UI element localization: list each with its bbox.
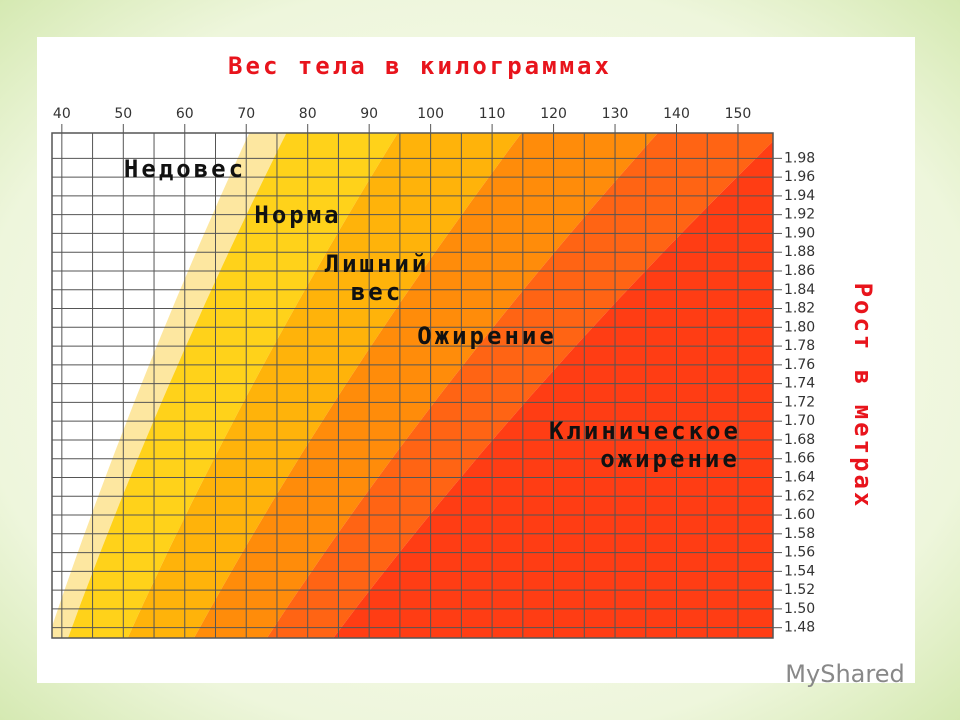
x-tick-label: 60 [176, 106, 194, 122]
zone-label: Лишний [325, 250, 430, 278]
y-tick-label: 1.74 [784, 376, 815, 392]
x-tick-label: 120 [540, 106, 567, 122]
y-tick-label: 1.60 [784, 507, 815, 523]
x-tick-label: 110 [479, 106, 506, 122]
zone [127, 133, 522, 638]
x-tick-label: 50 [114, 106, 132, 122]
x-tick-label: 150 [725, 106, 752, 122]
y-tick-label: 1.54 [784, 563, 815, 579]
zone-label: Ожирение [417, 322, 557, 350]
y-tick-label: 1.84 [784, 282, 815, 298]
y-tick-label: 1.94 [784, 188, 815, 204]
zone [194, 133, 658, 638]
y-tick-label: 1.80 [784, 319, 815, 335]
zone [267, 133, 773, 638]
y-tick-label: 1.88 [784, 244, 815, 260]
y-tick-label: 1.78 [784, 338, 815, 354]
y-tick-label: 1.48 [784, 620, 815, 636]
y-tick-label: 1.50 [784, 601, 815, 617]
y-tick-label: 1.72 [784, 394, 815, 410]
zone [52, 133, 287, 638]
x-tick-label: 90 [360, 106, 378, 122]
x-tick-label: 130 [602, 106, 629, 122]
x-tick-label: 80 [299, 106, 317, 122]
zone-label: Недовес [124, 155, 246, 183]
y-tick-label: 1.64 [784, 469, 815, 485]
x-tick-label: 100 [417, 106, 444, 122]
y-tick-label: 1.56 [784, 545, 815, 561]
chart-title: Вес тела в килограммах [228, 52, 612, 80]
y-tick-label: 1.76 [784, 357, 815, 373]
y-tick-label: 1.96 [784, 169, 815, 185]
y-tick-label: 1.62 [784, 488, 815, 504]
y-tick-label: 1.98 [784, 150, 815, 166]
y-axis-label: Рост в метрах [849, 283, 877, 510]
y-tick-label: 1.82 [784, 301, 815, 317]
y-tick-label: 1.58 [784, 526, 815, 542]
y-tick-label: 1.68 [784, 432, 815, 448]
watermark: MyShared [785, 660, 904, 688]
zone-label: ожирение [600, 445, 740, 473]
zone-label: Норма [254, 201, 341, 229]
plot-frame [51, 132, 774, 639]
zone [68, 133, 398, 638]
y-tick-label: 1.66 [784, 451, 815, 467]
zone-label: Клиническое [549, 417, 741, 445]
y-tick-label: 1.86 [784, 263, 815, 279]
y-tick-label: 1.70 [784, 413, 815, 429]
x-tick-label: 70 [237, 106, 255, 122]
zone-label: вес [351, 278, 403, 306]
x-tick-label: 140 [663, 106, 690, 122]
grid [52, 133, 773, 638]
y-tick-label: 1.90 [784, 225, 815, 241]
zone [52, 133, 250, 627]
y-tick-label: 1.52 [784, 582, 815, 598]
y-tick-label: 1.92 [784, 207, 815, 223]
zones [52, 133, 773, 638]
x-tick-label: 40 [53, 106, 71, 122]
labels: 40 50 60 70 80 90 100 110 120 130 140 150 1.48 1.50 1.… [53, 106, 815, 636]
